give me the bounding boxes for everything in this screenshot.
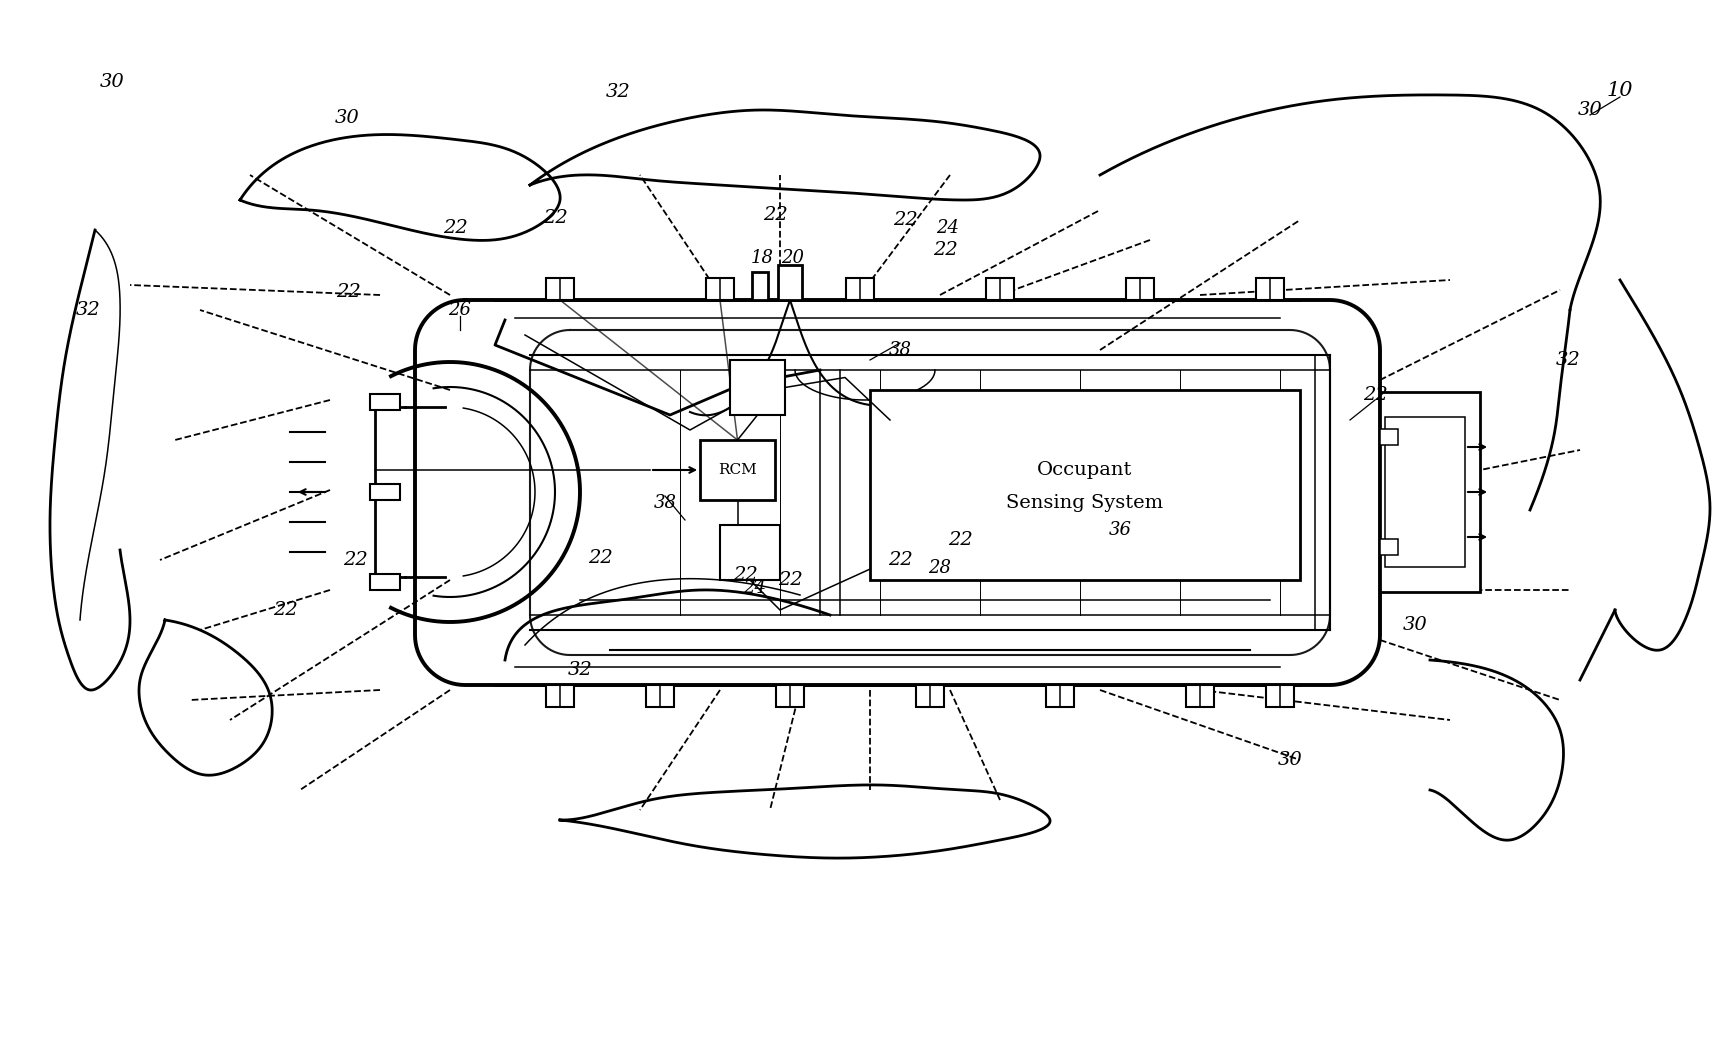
Bar [1186, 685, 1213, 707]
Text: 22: 22 [932, 241, 958, 258]
Text: 22: 22 [948, 531, 972, 549]
Text: 10: 10 [1607, 80, 1633, 99]
Text: 18: 18 [751, 249, 773, 267]
Text: 36: 36 [1108, 521, 1132, 539]
Bar [369, 574, 400, 590]
Text: RCM: RCM [718, 463, 758, 477]
Bar [1265, 685, 1294, 707]
Bar [701, 440, 775, 500]
Text: 30: 30 [335, 109, 359, 127]
Bar [369, 484, 400, 500]
Bar [1384, 417, 1465, 567]
Text: 24: 24 [937, 219, 960, 237]
Bar [917, 685, 944, 707]
Text: 22: 22 [343, 551, 368, 569]
Bar [1046, 685, 1074, 707]
Bar [646, 685, 673, 707]
Text: 32: 32 [568, 661, 592, 679]
Bar [720, 525, 780, 580]
Text: 24: 24 [744, 579, 766, 597]
Text: 22: 22 [732, 565, 758, 584]
Bar [1381, 429, 1398, 445]
Text: Occupant: Occupant [1037, 461, 1132, 479]
Text: Sensing System: Sensing System [1006, 494, 1163, 512]
Bar [545, 685, 575, 707]
Text: 22: 22 [892, 211, 918, 229]
Text: 32: 32 [76, 301, 100, 319]
Text: 38: 38 [654, 494, 677, 512]
Bar [870, 390, 1300, 580]
Text: 32: 32 [1555, 351, 1581, 369]
Text: 22: 22 [887, 551, 913, 569]
Bar [753, 272, 768, 300]
Bar [1381, 539, 1398, 555]
Text: 32: 32 [606, 83, 630, 101]
Bar [545, 279, 575, 300]
Text: 22: 22 [442, 219, 468, 237]
Text: 30: 30 [1403, 616, 1427, 634]
Text: 22: 22 [542, 209, 568, 227]
Text: 22: 22 [273, 601, 297, 619]
Bar [1257, 279, 1284, 300]
Text: 30: 30 [1578, 101, 1602, 119]
Text: 22: 22 [335, 283, 361, 301]
Text: 22: 22 [763, 206, 787, 224]
Bar [1381, 392, 1479, 592]
Bar [846, 279, 873, 300]
Text: 26: 26 [449, 301, 471, 319]
Bar [778, 265, 803, 300]
Text: 20: 20 [782, 249, 804, 267]
Text: 22: 22 [778, 571, 803, 589]
Text: 28: 28 [929, 559, 951, 577]
Text: 22: 22 [587, 549, 613, 567]
Bar [730, 360, 785, 415]
Bar [986, 279, 1013, 300]
Text: 38: 38 [889, 341, 911, 359]
Bar [369, 394, 400, 410]
Text: 22: 22 [1362, 386, 1388, 404]
Text: 30: 30 [1277, 751, 1303, 769]
Bar [706, 279, 734, 300]
Bar [777, 685, 804, 707]
Text: 30: 30 [100, 73, 124, 91]
Bar [1125, 279, 1155, 300]
